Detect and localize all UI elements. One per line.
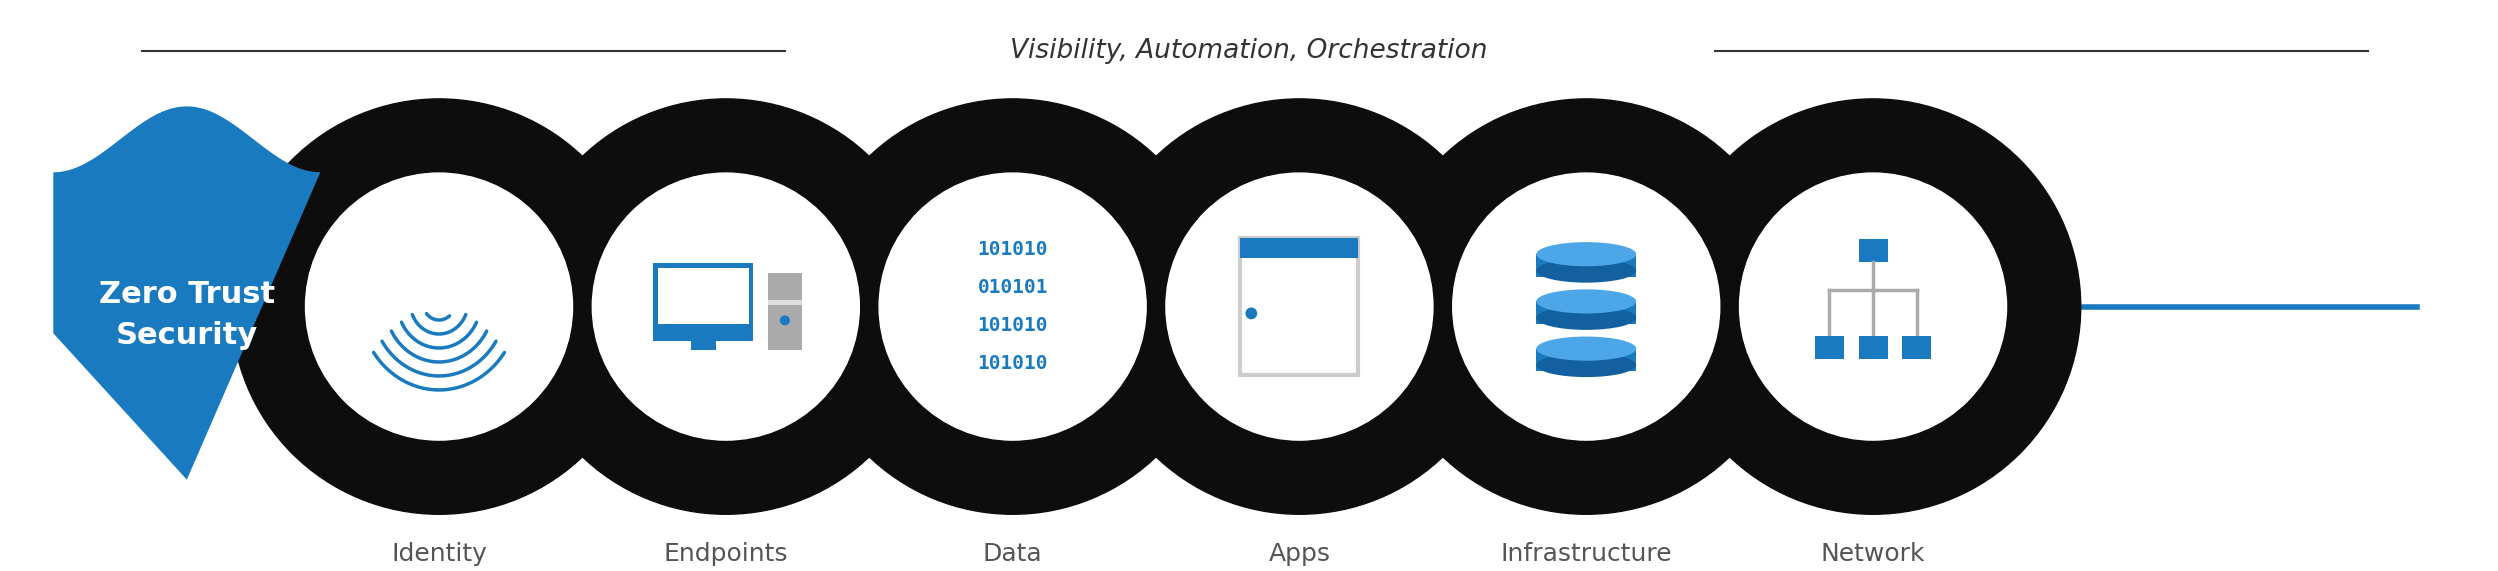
Circle shape (1739, 173, 2006, 440)
Ellipse shape (1536, 289, 1636, 313)
Circle shape (1666, 99, 2081, 514)
Bar (1859, 336, 1888, 359)
Circle shape (592, 173, 859, 440)
Ellipse shape (1536, 242, 1636, 266)
Text: 101010: 101010 (977, 354, 1047, 373)
Circle shape (1454, 173, 1719, 440)
Text: 101010: 101010 (977, 316, 1047, 335)
Text: 010101: 010101 (977, 278, 1047, 297)
Bar (1242, 239, 1359, 258)
Text: Network: Network (1821, 542, 1926, 566)
Ellipse shape (1536, 259, 1636, 283)
Bar (657, 268, 749, 324)
Polygon shape (52, 106, 320, 480)
Circle shape (517, 99, 934, 514)
Text: Visibility, Automation, Orchestration: Visibility, Automation, Orchestration (1009, 38, 1489, 65)
Text: Infrastructure: Infrastructure (1501, 542, 1671, 566)
Bar (767, 272, 802, 349)
Circle shape (779, 315, 789, 325)
Circle shape (305, 173, 572, 440)
Text: Apps: Apps (1269, 542, 1331, 566)
Ellipse shape (1536, 353, 1636, 377)
Bar (767, 300, 802, 305)
Text: 101010: 101010 (977, 240, 1047, 259)
Text: Zero Trust
Security: Zero Trust Security (100, 280, 275, 350)
Circle shape (1379, 99, 1794, 514)
Circle shape (879, 173, 1147, 440)
Bar (1901, 336, 1931, 359)
Circle shape (1092, 99, 1506, 514)
Bar (1859, 239, 1888, 262)
Ellipse shape (1536, 305, 1636, 330)
Bar (689, 341, 714, 350)
Text: Data: Data (982, 542, 1042, 566)
Bar (1536, 254, 1636, 276)
Circle shape (1167, 173, 1434, 440)
Bar (652, 263, 752, 341)
Circle shape (232, 99, 647, 514)
Bar (1242, 239, 1359, 375)
Circle shape (1247, 308, 1256, 319)
Bar (1816, 336, 1844, 359)
Ellipse shape (1536, 336, 1636, 361)
Bar (1536, 301, 1636, 324)
Circle shape (804, 99, 1222, 514)
Bar (1536, 349, 1636, 371)
Text: Identity: Identity (392, 542, 487, 566)
Text: Endpoints: Endpoints (664, 542, 787, 566)
